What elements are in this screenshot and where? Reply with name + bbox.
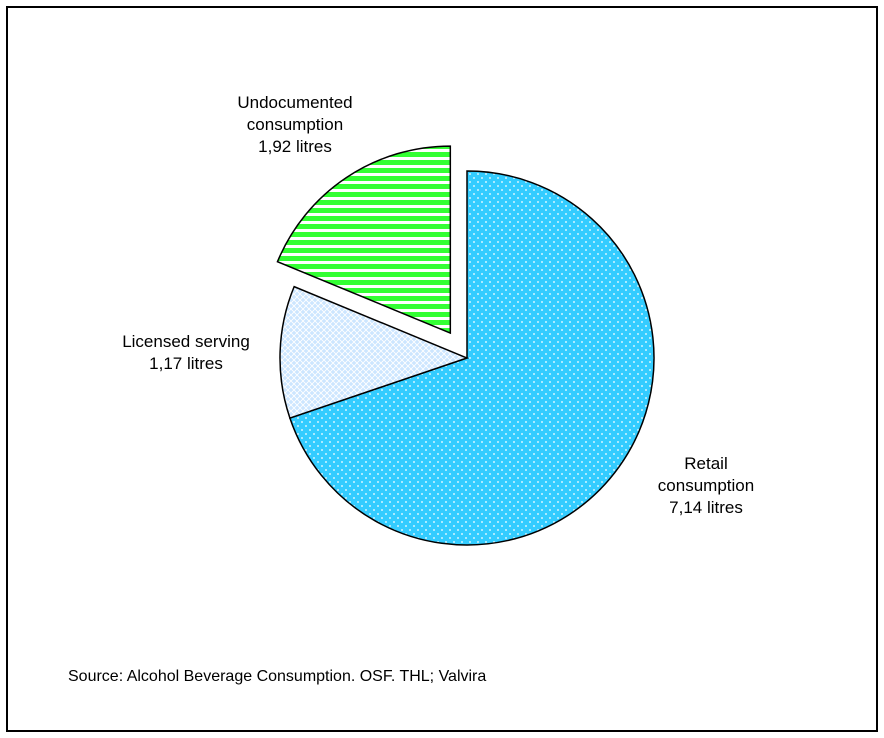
slice-retail [288, 170, 655, 546]
slice-undocumented [276, 145, 452, 335]
source-note: Source: Alcohol Beverage Consumption. OS… [68, 668, 487, 685]
slice-licensed-serving [279, 285, 470, 420]
slice-label-undocumented: Undocumented consumption 1,92 litres [237, 93, 353, 156]
slice-label-licensed-serving: Licensed serving 1,17 litres [122, 332, 250, 373]
slice-label-retail: Retail consumption 7,14 litres [657, 454, 755, 517]
